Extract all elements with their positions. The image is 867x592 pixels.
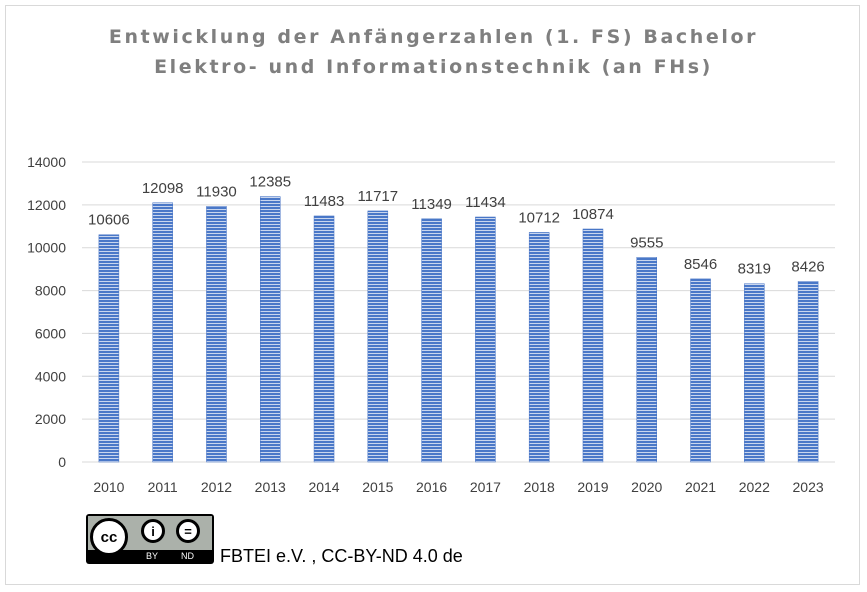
by-attribution-icon: i	[141, 519, 165, 543]
bar-2023	[797, 281, 819, 463]
nd-no-derivatives-icon: =	[176, 519, 200, 543]
cc-icon: cc	[90, 518, 128, 556]
title-line-2: Elektro- und Informationstechnik (an FHs…	[154, 56, 713, 78]
bar-2021	[690, 278, 711, 463]
x-tick-label: 2013	[255, 479, 286, 495]
cc-by-nd-logo: cc i = BY ND	[86, 514, 214, 564]
data-label: 11930	[196, 183, 237, 200]
bar-2014	[313, 215, 335, 463]
credit-text: FBTEI e.V. , CC-BY-ND 4.0 de	[220, 546, 463, 566]
x-tick-label: 2019	[577, 479, 608, 495]
x-tick-label: 2011	[148, 479, 178, 495]
x-tick-label: 2020	[631, 479, 662, 495]
data-label: 10874	[572, 206, 614, 223]
y-tick-label: 0	[58, 454, 66, 470]
x-tick-label: 2021	[685, 479, 716, 495]
x-tick-label: 2016	[416, 479, 447, 495]
x-tick-label: 2012	[201, 479, 232, 495]
bar-2010	[98, 234, 120, 463]
y-tick-label: 8000	[35, 283, 66, 299]
y-tick-label: 6000	[35, 325, 66, 341]
bar-2020	[636, 257, 657, 463]
bar-2012	[206, 206, 227, 463]
bar-2011	[152, 202, 173, 463]
data-label: 11434	[465, 194, 506, 211]
data-label: 12098	[142, 180, 184, 197]
data-label: 10606	[88, 212, 130, 229]
data-label: 10712	[518, 209, 560, 226]
bar-2019	[582, 228, 604, 463]
y-tick-label: 2000	[35, 411, 66, 427]
data-label: 8319	[738, 261, 771, 278]
bar-2015	[367, 210, 389, 463]
x-tick-label: 2018	[524, 479, 555, 495]
y-tick-label: 14000	[27, 154, 66, 170]
chart-title: Entwicklung der Anfängerzahlen (1. FS) B…	[0, 22, 867, 82]
chart-frame	[5, 5, 860, 585]
x-tick-label: 2014	[308, 479, 339, 495]
bar-2018	[528, 232, 550, 463]
x-tick-label: 2015	[362, 479, 393, 495]
data-label: 12385	[249, 174, 291, 191]
data-label: 9555	[630, 234, 663, 251]
data-label: 11717	[358, 188, 399, 205]
title-line-1: Entwicklung der Anfängerzahlen (1. FS) B…	[108, 26, 759, 48]
bar-2017	[475, 216, 496, 463]
x-tick-label: 2023	[793, 479, 824, 495]
data-label: 11483	[304, 193, 345, 210]
bar-2013	[260, 196, 281, 463]
y-tick-label: 12000	[27, 197, 66, 213]
data-label: 8426	[791, 258, 824, 275]
x-tick-label: 2010	[93, 479, 124, 495]
x-tick-label: 2022	[739, 479, 770, 495]
y-tick-label: 4000	[35, 368, 66, 384]
data-label: 11349	[411, 196, 452, 213]
bar-2016	[421, 218, 442, 463]
x-tick-label: 2017	[470, 479, 501, 495]
y-tick-label: 10000	[27, 240, 66, 256]
bar-2022	[744, 283, 765, 463]
data-label: 8546	[684, 256, 717, 273]
